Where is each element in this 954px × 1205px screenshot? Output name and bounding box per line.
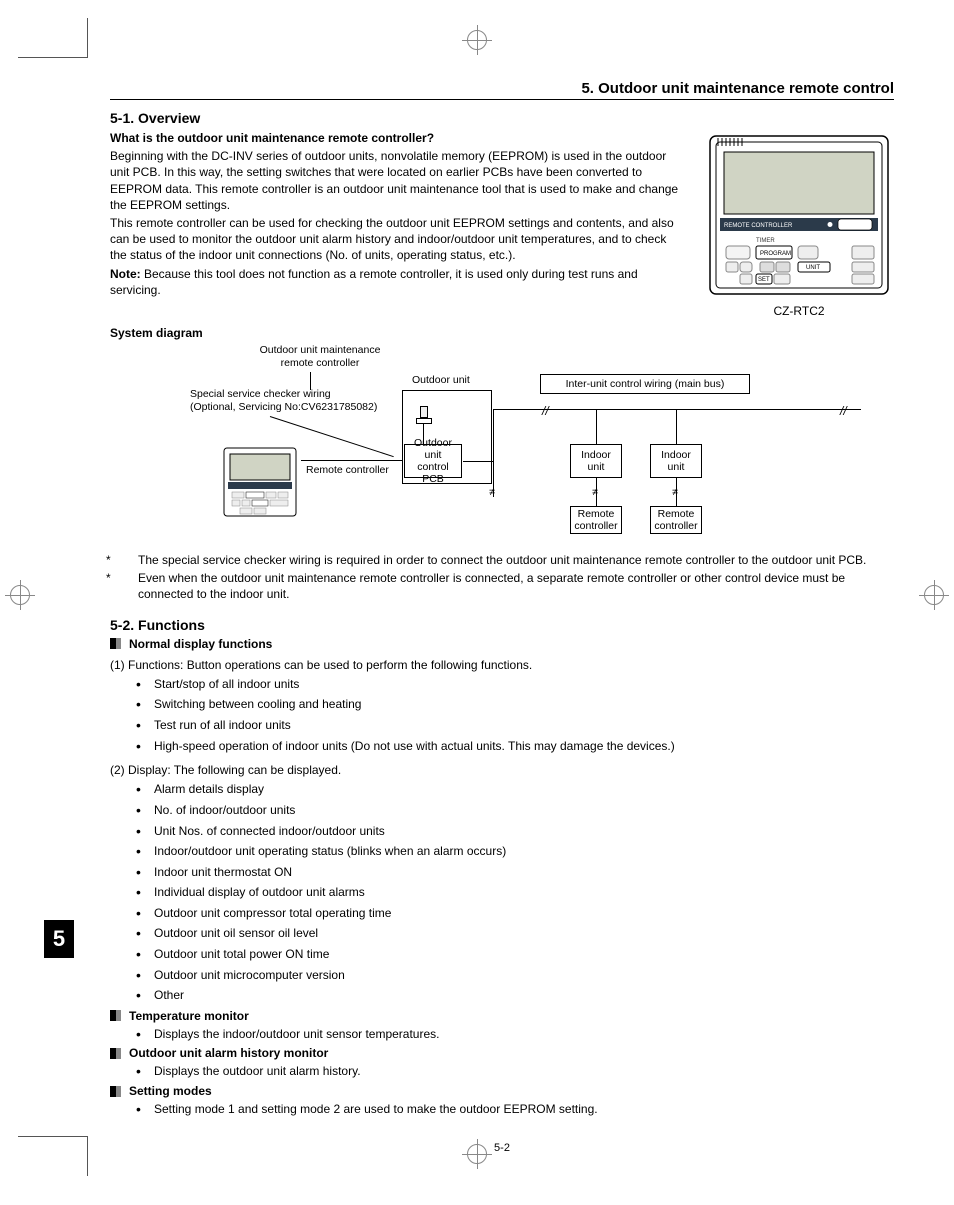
remote-controller-figure: REMOTE CONTROLLER TIMER PROGRAM UNIT SET <box>704 130 894 318</box>
block-setting-modes: Setting modes <box>110 1084 894 1098</box>
diag-box-indoor-1: Indoor unit <box>570 444 622 478</box>
diag-label-outdoor: Outdoor unit <box>412 374 470 387</box>
block-marker-icon <box>110 1048 121 1059</box>
setting-modes-label: Setting modes <box>129 1084 212 1098</box>
diag-box-outdoor-pcb: Outdoor unit control PCB <box>404 444 462 478</box>
block-marker-icon <box>110 638 121 649</box>
temp-monitor-label: Temperature monitor <box>129 1009 249 1023</box>
diag-box-indoor-2: Indoor unit <box>650 444 702 478</box>
section-5-2-title: 5-2. Functions <box>110 617 894 633</box>
overview-note: Note: Because this tool does not functio… <box>110 266 686 298</box>
footnote-2: *Even when the outdoor unit maintenance … <box>110 570 894 602</box>
page-header: 5. Outdoor unit maintenance remote contr… <box>110 80 894 100</box>
block-alarm-history: Outdoor unit alarm history monitor <box>110 1046 894 1060</box>
system-diagram-title: System diagram <box>110 326 894 340</box>
list-item: Outdoor unit total power ON time <box>154 947 894 963</box>
diag-label-rc: Remote controller <box>306 464 389 477</box>
block-normal-label: Normal display functions <box>129 637 272 651</box>
diag-box-rc-2: Remote controller <box>650 506 702 534</box>
svg-text:REMOTE CONTROLLER: REMOTE CONTROLLER <box>724 223 793 229</box>
list-item: Outdoor unit microcomputer version <box>154 968 894 984</box>
list-item: Start/stop of all indoor units <box>154 677 894 693</box>
temp-monitor-item: Displays the indoor/outdoor unit sensor … <box>154 1027 894 1043</box>
note-label: Note: <box>110 267 141 281</box>
list-item: Outdoor unit compressor total operating … <box>154 906 894 922</box>
diag-remote-icon <box>220 444 300 524</box>
block-normal-display: Normal display functions <box>110 637 894 651</box>
note-text: Because this tool does not function as a… <box>110 267 638 297</box>
list-item: High-speed operation of indoor units (Do… <box>154 739 894 755</box>
block-marker-icon <box>110 1010 121 1021</box>
display-intro: (2) Display: The following can be displa… <box>110 762 894 778</box>
section-5-1-title: 5-1. Overview <box>110 110 894 126</box>
footnote-1: *The special service checker wiring is r… <box>110 552 894 568</box>
list-item: No. of indoor/outdoor units <box>154 803 894 819</box>
remote-model-label: CZ-RTC2 <box>773 304 824 318</box>
display-list: Alarm details display No. of indoor/outdo… <box>110 782 894 1004</box>
list-item: Other <box>154 988 894 1004</box>
system-diagram: Outdoor unit maintenance remote controll… <box>110 344 894 544</box>
diag-label-special: Special service checker wiring (Optional… <box>190 388 390 413</box>
setting-modes-item: Setting mode 1 and setting mode 2 are us… <box>154 1102 894 1118</box>
list-item: Indoor/outdoor unit operating status (bl… <box>154 844 894 860</box>
list-item: Unit Nos. of connected indoor/outdoor un… <box>154 824 894 840</box>
page-number: 5-2 <box>110 1142 894 1154</box>
svg-text:TIMER: TIMER <box>756 238 775 244</box>
diag-label-maint-rc: Outdoor unit maintenance remote controll… <box>240 344 400 369</box>
functions-intro: (1) Functions: Button operations can be … <box>110 657 894 673</box>
overview-question: What is the outdoor unit maintenance rem… <box>110 130 686 146</box>
svg-text:PROGRAM: PROGRAM <box>760 251 791 257</box>
alarm-history-label: Outdoor unit alarm history monitor <box>129 1046 328 1060</box>
list-item: Outdoor unit oil sensor oil level <box>154 926 894 942</box>
overview-p2: This remote controller can be used for c… <box>110 215 686 264</box>
block-marker-icon <box>110 1086 121 1097</box>
list-item: Indoor unit thermostat ON <box>154 865 894 881</box>
functions-list: Start/stop of all indoor units Switching … <box>110 677 894 754</box>
list-item: Individual display of outdoor unit alarm… <box>154 885 894 901</box>
alarm-history-item: Displays the outdoor unit alarm history. <box>154 1064 894 1080</box>
svg-text:UNIT: UNIT <box>806 265 820 271</box>
diag-box-rc-1: Remote controller <box>570 506 622 534</box>
list-item: Switching between cooling and heating <box>154 697 894 713</box>
diag-box-interunit: Inter-unit control wiring (main bus) <box>540 374 750 394</box>
overview-p1: Beginning with the DC-INV series of outd… <box>110 148 686 213</box>
list-item: Alarm details display <box>154 782 894 798</box>
block-temp-monitor: Temperature monitor <box>110 1009 894 1023</box>
list-item: Test run of all indoor units <box>154 718 894 734</box>
svg-text:SET: SET <box>758 277 770 283</box>
